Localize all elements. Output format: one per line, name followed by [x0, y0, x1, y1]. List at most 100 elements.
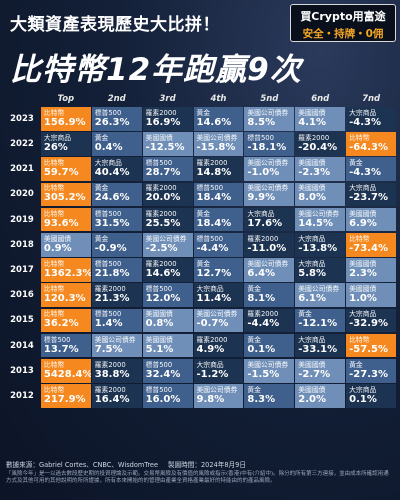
asset-return: 4.9% [196, 343, 225, 355]
asset-return: -15.8% [196, 142, 236, 154]
footer-disclaimer: 「風險今年」是一以過去數段歷史期的投資理論及示範。交易幣風險及有價值的風險或指示… [6, 471, 389, 484]
asset-name: 羅素2000 [298, 134, 330, 143]
asset-cell: 標普500 31.5% [91, 207, 142, 232]
asset-name: 黃金 [196, 209, 211, 218]
asset-name: 比特幣 [349, 134, 370, 143]
year-label: 2020 [10, 189, 34, 200]
asset-cell: 羅素2000 38.8% [91, 358, 142, 383]
asset-name: 黃金 [196, 259, 211, 268]
asset-name: 羅素2000 [145, 184, 177, 193]
asset-name: 美國國債 [349, 285, 377, 294]
asset-cell: 大宗商品 40.4% [91, 157, 142, 182]
asset-name: 大宗商品 [298, 335, 326, 344]
asset-cell: 比特幣 217.9% [40, 384, 91, 408]
asset-name: 美國公司債券 [247, 184, 289, 193]
asset-return: 13.7% [43, 343, 79, 355]
asset-return: 16.4% [94, 393, 130, 405]
asset-cell: 比特幣 -73.4% [346, 232, 397, 257]
asset-cell: 黃金 -0.9% [91, 232, 142, 257]
asset-name: 大宗商品 [298, 234, 326, 243]
asset-name: 黃金 [196, 108, 211, 117]
asset-cell: 大宗商品 -32.9% [346, 308, 397, 333]
asset-name: 比特幣 [43, 159, 65, 168]
asset-name: 美國公司債券 [196, 134, 238, 143]
asset-return: 217.9% [43, 393, 86, 405]
asset-return: 16.0% [145, 393, 181, 405]
asset-name: 標普500 [145, 285, 173, 294]
asset-return: 25.5% [145, 217, 181, 229]
asset-return: 6.4% [247, 267, 276, 279]
asset-cell: 標普500 18.4% [193, 182, 244, 207]
asset-return: 21.3% [94, 293, 130, 305]
asset-name: 比特幣 [43, 285, 65, 294]
column-header: 2nd [107, 94, 126, 104]
asset-cell: 標普500 28.7% [142, 157, 193, 182]
asset-return: -0.9% [94, 242, 127, 254]
asset-cell: 黃金 8.3% [244, 384, 295, 408]
asset-name: 標普500 [94, 259, 122, 268]
asset-name: 大宗商品 [94, 159, 122, 168]
asset-cell: 羅素2000 14.8% [193, 157, 244, 182]
asset-return: 40.4% [94, 167, 130, 179]
asset-cell: 大宗商品 -4.3% [346, 107, 397, 131]
asset-cell: 美國公司債券 -2.5% [142, 232, 193, 257]
year-label: 2018 [10, 239, 34, 250]
asset-cell: 大宗商品 17.6% [244, 207, 295, 232]
asset-return: 1.4% [94, 318, 123, 330]
asset-name: 比特幣 [43, 209, 65, 218]
asset-return: 16.9% [145, 116, 181, 128]
asset-return: 5.1% [145, 343, 174, 355]
asset-name: 比特幣 [349, 335, 370, 344]
asset-name: 黃金 [247, 285, 261, 294]
asset-return: 59.7% [43, 167, 79, 179]
asset-cell: 比特幣 36.2% [40, 308, 91, 333]
asset-name: 大宗商品 [349, 385, 377, 394]
asset-return: -27.3% [349, 368, 388, 380]
asset-name: 美國公司債券 [298, 209, 340, 218]
asset-name: 比特幣 [349, 234, 370, 243]
asset-return: 31.5% [94, 217, 130, 229]
asset-cell: 標普500 12.0% [142, 283, 193, 307]
year-label: 2022 [10, 139, 34, 150]
asset-cell: 比特幣 156.9% [40, 107, 91, 131]
asset-cell: 美國國債 4.1% [295, 107, 346, 131]
asset-name: 羅素2000 [196, 159, 228, 168]
asset-return: 11.4% [196, 293, 232, 305]
asset-cell: 比特幣 93.6% [40, 207, 91, 232]
brand-line-2: 安全・持牌・0佣 [302, 28, 384, 40]
asset-return: 21.8% [94, 267, 130, 279]
year-label: 2012 [10, 390, 34, 401]
asset-return: 20.0% [145, 192, 181, 204]
column-header: Top [57, 94, 75, 104]
asset-return: 9.8% [196, 393, 225, 405]
asset-name: 羅素2000 [247, 234, 279, 243]
brand-badge[interactable]: 買Crypto用富途 安全・持牌・0佣 [290, 4, 396, 42]
table-row: 2018 美國國債 0.9% 黃金 -0.9% 美國公司債券 -2.5% 標普500 -4.4%… [4, 232, 397, 257]
asset-return: 156.9% [43, 116, 86, 128]
asset-return: 120.3% [43, 293, 86, 305]
asset-name: 標普500 [196, 184, 224, 193]
asset-return: 2.3% [349, 267, 377, 279]
asset-return: 8.3% [247, 393, 276, 405]
table-row: 2022 大宗商品 26% 黃金 0.4% 美國國債 -12.5% 美國公司債券 -15.8% 標… [4, 132, 397, 156]
asset-return: -4.4% [247, 318, 280, 330]
header: 大類資產表現歷史大比拼！ 比特幣12年跑贏9次 買Crypto用富途 安全・持牌… [0, 0, 400, 95]
asset-name: 比特幣 [43, 310, 65, 319]
asset-cell: 黃金 18.4% [193, 207, 244, 232]
column-header: 6nd [311, 94, 330, 104]
asset-return: -12.1% [298, 318, 338, 330]
year-label: 2017 [10, 264, 34, 275]
asset-cell: 黃金 -12.1% [295, 308, 346, 333]
asset-return: 0.8% [145, 318, 174, 330]
page-subtitle: 大類資產表現歷史大比拼！ [10, 15, 220, 35]
asset-name: 比特幣 [43, 108, 65, 117]
asset-cell: 黃金 24.6% [91, 182, 142, 207]
year-label: 2015 [10, 315, 34, 326]
asset-name: 大宗商品 [196, 285, 224, 294]
asset-cell: 大宗商品 -1.2% [193, 358, 244, 383]
asset-name: 美國公司債券 [196, 310, 238, 319]
table-row: 2016 比特幣 120.3% 羅素2000 21.3% 標普500 12.0% 大宗商品 11… [4, 283, 397, 307]
asset-return: 8.5% [247, 116, 276, 128]
asset-cell: 美國公司債券 8.5% [244, 107, 295, 131]
table-row: 2021 比特幣 59.7% 大宗商品 40.4% 標普500 28.7% 羅素2000 14.… [4, 157, 397, 182]
